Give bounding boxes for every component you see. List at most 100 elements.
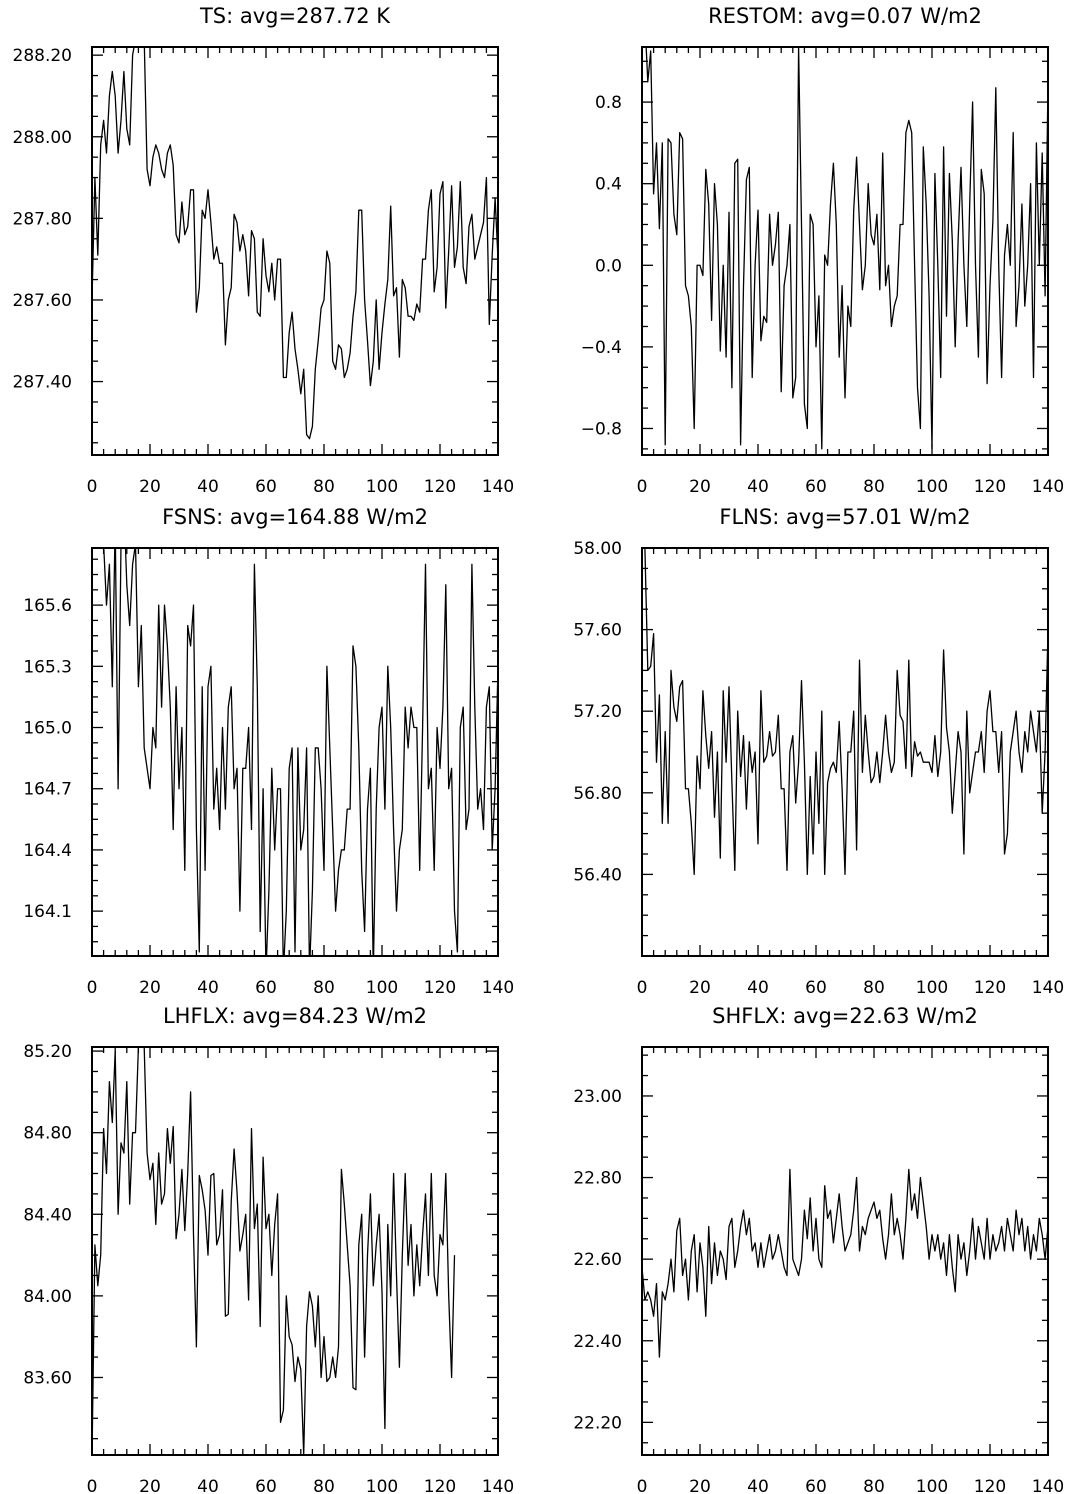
- shflx-x-tick-label: 40: [747, 1477, 769, 1494]
- fsns-x-tick-label: 80: [313, 978, 335, 998]
- shflx-x-tick-label: 120: [974, 1477, 1006, 1494]
- ts-y-tick-label: 287.80: [13, 209, 72, 229]
- restom-plot-frame: [641, 46, 1049, 456]
- fsns-panel: FSNS: avg=164.88 W/m2 0 20 40 60 80 100 120 140 1…: [23, 505, 514, 998]
- shflx-x-tick-label: 80: [863, 1477, 885, 1494]
- shflx-y-tick-label: 22.20: [573, 1413, 622, 1433]
- fsns-x-tick-label: 120: [424, 978, 456, 998]
- shflx-y-tick-label: 23.00: [573, 1087, 622, 1107]
- fsns-title: FSNS: avg=164.88 W/m2: [162, 505, 428, 529]
- lhflx-x-tick-label: 60: [255, 1477, 277, 1494]
- ts-x-tick-label: 80: [313, 477, 335, 497]
- restom-x-tick-label: 40: [747, 477, 769, 497]
- lhflx-series-line: [92, 1047, 456, 1455]
- restom-panel: RESTOM: avg=0.07 W/m2 0 20 40 60 80 100 120 140 −…: [581, 4, 1065, 497]
- fsns-plot-frame: [91, 547, 499, 957]
- ts-x-tick-label: 60: [255, 477, 277, 497]
- ts-title: TS: avg=287.72 K: [199, 4, 391, 28]
- shflx-y-tick-label: 22.40: [573, 1332, 622, 1352]
- restom-x-tick-label: 20: [689, 477, 711, 497]
- restom-x-tick-label: 100: [916, 477, 948, 497]
- lhflx-plot-frame: [91, 1046, 499, 1456]
- restom-y-tick-label: −0.4: [581, 338, 622, 358]
- ts-x-tick-label: 100: [366, 477, 398, 497]
- flns-x-tick-label: 20: [689, 978, 711, 998]
- shflx-x-tick-label: 60: [805, 1477, 827, 1494]
- restom-x-tick-label: 60: [805, 477, 827, 497]
- flns-panel: FLNS: avg=57.01 W/m2 0 20 40 60 80 100 120 140 56…: [573, 505, 1064, 998]
- lhflx-y-tick-label: 84.80: [23, 1124, 72, 1144]
- restom-y-tick-label: −0.8: [581, 419, 622, 439]
- fsns-y-tick-label: 165.0: [23, 719, 72, 739]
- lhflx-x-tick-label: 20: [139, 1477, 161, 1494]
- ts-x-tick-label: 40: [197, 477, 219, 497]
- restom-series-line: [645, 47, 1048, 450]
- flns-x-tick-label: 40: [747, 978, 769, 998]
- restom-y-tick-label: 0.0: [595, 256, 622, 276]
- lhflx-x-tick-label: 120: [424, 1477, 456, 1494]
- flns-x-tick-label: 100: [916, 978, 948, 998]
- lhflx-title: LHFLX: avg=84.23 W/m2: [163, 1004, 427, 1028]
- lhflx-y-tick-label: 85.20: [23, 1042, 72, 1062]
- flns-x-tick-label: 60: [805, 978, 827, 998]
- flns-x-tick-label: 0: [637, 978, 648, 998]
- flns-x-tick-label: 120: [974, 978, 1006, 998]
- fsns-x-tick-label: 100: [366, 978, 398, 998]
- fsns-y-tick-label: 164.4: [23, 841, 72, 861]
- shflx-x-tick-label: 0: [637, 1477, 648, 1494]
- lhflx-panel: LHFLX: avg=84.23 W/m2 0 20 40 60 80 100 120 140 8…: [23, 1004, 514, 1494]
- fsns-x-tick-label: 40: [197, 978, 219, 998]
- restom-x-tick-label: 80: [863, 477, 885, 497]
- lhflx-y-tick-label: 84.00: [23, 1287, 72, 1307]
- fsns-y-tick-label: 165.3: [23, 657, 72, 677]
- ts-series-line: [92, 47, 498, 440]
- restom-x-tick-label: 140: [1032, 477, 1064, 497]
- fsns-x-tick-label: 20: [139, 978, 161, 998]
- shflx-plot-frame: [641, 1046, 1049, 1456]
- flns-y-tick-label: 58.00: [573, 539, 622, 559]
- lhflx-x-tick-label: 100: [366, 1477, 398, 1494]
- ts-x-tick-label: 120: [424, 477, 456, 497]
- restom-x-tick-label: 120: [974, 477, 1006, 497]
- shflx-x-tick-label: 100: [916, 1477, 948, 1494]
- lhflx-x-tick-label: 140: [482, 1477, 514, 1494]
- lhflx-y-tick-label: 83.60: [23, 1368, 72, 1388]
- flns-plot-frame: [641, 547, 1049, 957]
- flns-y-tick-label: 56.40: [573, 865, 622, 885]
- flns-title: FLNS: avg=57.01 W/m2: [719, 505, 970, 529]
- ts-y-tick-label: 288.20: [13, 46, 72, 66]
- fsns-y-tick-label: 164.1: [23, 902, 72, 922]
- ts-x-tick-label: 140: [482, 477, 514, 497]
- flns-x-tick-label: 140: [1032, 978, 1064, 998]
- lhflx-y-tick-label: 84.40: [23, 1205, 72, 1225]
- shflx-series-line: [642, 1168, 1048, 1358]
- flns-x-tick-label: 80: [863, 978, 885, 998]
- flns-y-tick-label: 57.60: [573, 621, 622, 641]
- flns-y-tick-label: 57.20: [573, 702, 622, 722]
- restom-x-tick-label: 0: [637, 477, 648, 497]
- restom-y-tick-label: 0.8: [595, 93, 622, 113]
- fsns-x-tick-label: 60: [255, 978, 277, 998]
- ts-x-tick-label: 20: [139, 477, 161, 497]
- shflx-x-tick-label: 140: [1032, 1477, 1064, 1494]
- ts-plot-frame: [91, 46, 499, 456]
- ts-panel: TS: avg=287.72 K 0 20 40 60 80 100 120 140 287.40…: [13, 4, 515, 497]
- restom-y-tick-label: 0.4: [595, 175, 622, 195]
- shflx-y-tick-label: 22.80: [573, 1169, 622, 1189]
- lhflx-x-tick-label: 0: [87, 1477, 98, 1494]
- lhflx-x-tick-label: 40: [197, 1477, 219, 1494]
- ts-y-tick-label: 287.40: [13, 373, 72, 393]
- fsns-y-tick-label: 165.6: [23, 596, 72, 616]
- shflx-title: SHFLX: avg=22.63 W/m2: [712, 1004, 978, 1028]
- shflx-panel: SHFLX: avg=22.63 W/m2 0 20 40 60 80 100 120 140 2…: [573, 1004, 1064, 1494]
- shflx-y-tick-label: 22.60: [573, 1250, 622, 1270]
- fsns-series-line: [103, 548, 498, 956]
- ts-y-tick-label: 287.60: [13, 291, 72, 311]
- lhflx-x-tick-label: 80: [313, 1477, 335, 1494]
- fsns-x-tick-label: 140: [482, 978, 514, 998]
- ts-x-tick-label: 0: [87, 477, 98, 497]
- fsns-x-tick-label: 0: [87, 978, 98, 998]
- fsns-y-tick-label: 164.7: [23, 780, 72, 800]
- flns-series-line: [644, 548, 1048, 876]
